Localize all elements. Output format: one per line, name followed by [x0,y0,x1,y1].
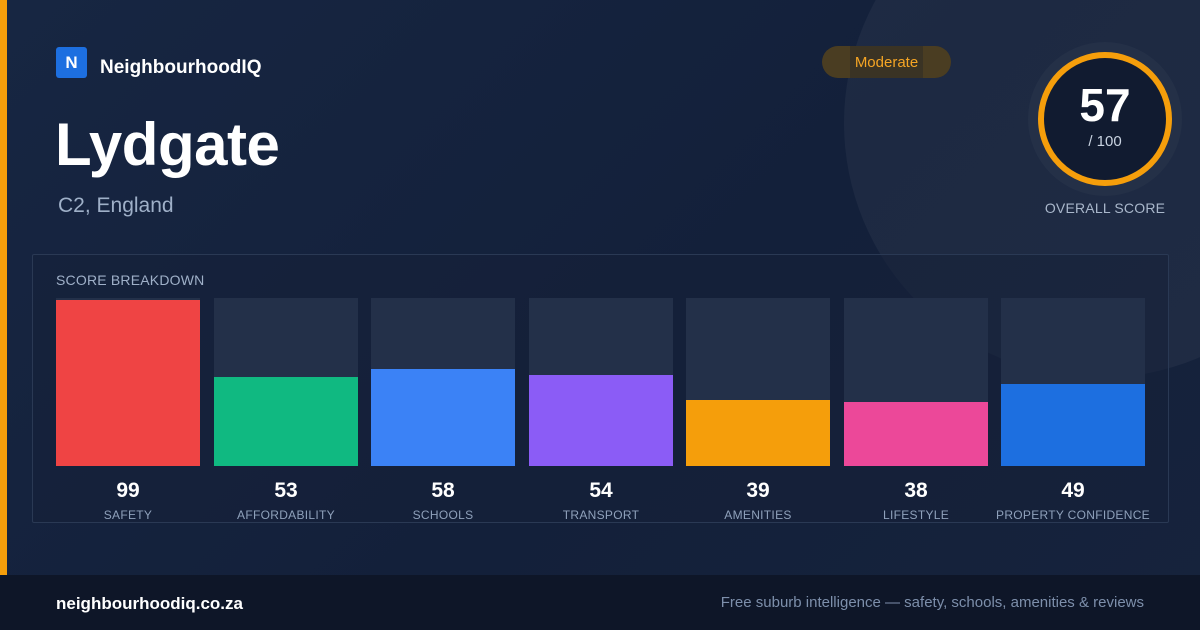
bar-track [844,298,988,466]
bar-fill [214,377,358,466]
brand-logo-icon: N [56,47,87,78]
bar-track [371,298,515,466]
suburb-location: C2, England [58,194,174,217]
bar-track [686,298,830,466]
bar-value: 54 [589,479,613,502]
bar-label: SAFETY [103,508,153,522]
overall-score-value: 57 [1079,79,1131,131]
bar-fill [844,402,988,466]
bar-track [56,298,200,466]
rating-badge-label: Moderate [854,53,919,71]
brand[interactable]: N NeighbourhoodIQ [56,46,261,79]
bar-value: 58 [431,479,455,502]
breakdown-bar-property-confidence: 49 PROPERTY CONFIDENCE [996,298,1150,528]
bar-label: AFFORDABILITY [237,508,335,522]
brand-name: NeighbourhoodIQ [100,57,262,78]
breakdown-bar-transport: 54 TRANSPORT [529,298,673,528]
suburb-title: Lydgate [55,111,280,178]
footer-site-link[interactable]: neighbourhoodiq.co.za [56,594,243,613]
bar-value: 53 [274,479,298,502]
bar-label: LIFESTYLE [882,508,950,522]
bar-track [1001,298,1145,466]
score-breakdown-bars: 99 SAFETY 53 AFFORDABILITY 58 SCHOOLS 54 TRANSP… [56,298,1150,528]
bar-fill [371,369,515,466]
bar-value: 38 [904,479,928,502]
score-ring-arc [1038,52,1172,186]
accent-bar [0,0,7,575]
breakdown-bar-safety: 99 SAFETY [56,298,200,528]
rating-badge: Moderate [822,46,951,78]
score-breakdown-title: SCORE BREAKDOWN [56,272,205,288]
footer-tagline: Free suburb intelligence — safety, schoo… [720,594,1144,611]
bar-fill [56,300,200,466]
score-ring-inner [1041,55,1169,183]
bar-track [529,298,673,466]
bar-track [214,298,358,466]
overall-score-label: OVERALL SCORE [1044,200,1166,216]
bar-value: 99 [116,479,140,502]
breakdown-bar-amenities: 39 AMENITIES [686,298,830,528]
bar-fill [686,400,830,466]
bar-label: SCHOOLS [412,508,474,522]
bar-fill [529,375,673,466]
breakdown-bar-affordability: 53 AFFORDABILITY [214,298,358,528]
footer: neighbourhoodiq.co.za Free suburb intell… [0,575,1200,630]
breakdown-bar-lifestyle: 38 LIFESTYLE [844,298,988,528]
bar-value: 49 [1061,479,1085,502]
bar-label: TRANSPORT [562,508,640,522]
overall-score-gauge [1028,42,1182,196]
score-ring [1038,52,1172,186]
bar-fill [1001,384,1145,466]
breakdown-bar-schools: 58 SCHOOLS [371,298,515,528]
bar-value: 39 [746,479,770,502]
bar-label: PROPERTY CONFIDENCE [996,508,1150,522]
overall-score-max: / 100 [1088,133,1122,150]
bar-label: AMENITIES [724,508,792,522]
